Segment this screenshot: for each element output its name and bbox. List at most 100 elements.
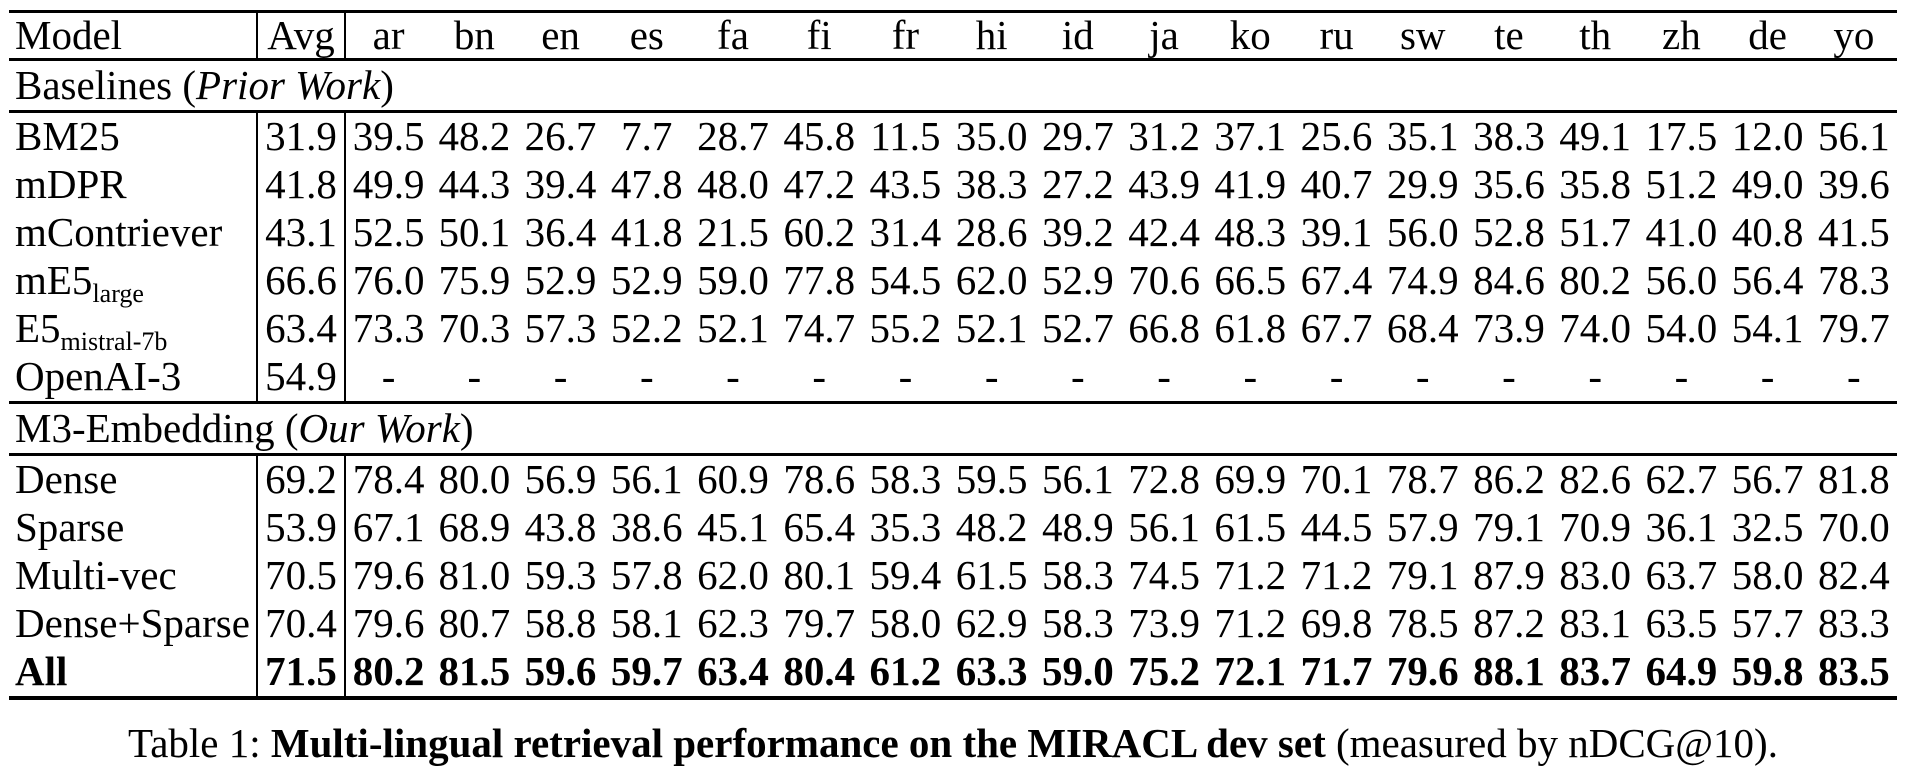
cell-avg: 70.4 [257, 600, 346, 648]
table-figure: Model Avg ar bn en es fa fi fr hi id ja ko ru sw te th zh… [9, 10, 1897, 700]
cell-value-fr: 59.4 [869, 552, 942, 599]
cell-value-de: 59.8 [1731, 648, 1804, 695]
cell-value-sw: 78.7 [1386, 456, 1459, 503]
column-header-model: Model [9, 11, 258, 61]
model-name: BM25 [15, 113, 120, 160]
cell-value-en: 57.3 [524, 305, 597, 352]
cell-value-es: 38.6 [610, 504, 683, 551]
cell-value-sw: 57.9 [1386, 504, 1459, 551]
column-header-lang-hi: hi [948, 11, 1035, 61]
cell-value-ru: 69.8 [1300, 600, 1373, 647]
cell-value-de: 40.8 [1731, 209, 1804, 256]
cell-value-th: - [1588, 353, 1602, 400]
column-header-avg: Avg [257, 11, 346, 61]
cell-value-ja: 56.1 [1128, 504, 1200, 551]
cell-value-hi: 62.0 [955, 257, 1028, 304]
column-header-lang-id: id [1034, 11, 1121, 61]
cell-value-bn: 68.9 [438, 504, 511, 551]
cell-value-bn: 48.2 [438, 113, 511, 160]
cell-value-ko: 41.9 [1214, 161, 1287, 208]
cell-value-fr: - [898, 353, 913, 400]
cell-value-zh: 54.0 [1645, 305, 1718, 352]
cell-value-hi: 48.2 [955, 504, 1028, 551]
cell-value-en: 36.4 [524, 209, 597, 256]
model-name: Sparse [15, 504, 125, 551]
cell-value-ar: 39.5 [352, 113, 425, 160]
cell-value-fa: 28.7 [697, 113, 769, 160]
cell-value-es: 59.7 [610, 648, 683, 695]
table-row: mDPR 41.8 49.9 44.3 39.4 47.8 48.0 47.2 43.5 38.3… [9, 161, 1897, 209]
cell-value-de: - [1760, 353, 1775, 400]
table-row: BM25 31.9 39.5 48.2 26.7 7.7 28.7 45.8 11.5 35.0 2… [9, 111, 1897, 161]
cell-value-hi: 61.5 [955, 552, 1028, 599]
cell-value-de: 58.0 [1731, 552, 1804, 599]
results-table-head: Model Avg ar bn en es fa fi fr hi id ja ko ru sw te th zh… [9, 11, 1897, 61]
cell-value-fa: 62.3 [697, 600, 769, 647]
cell-value-fi: - [812, 353, 827, 400]
table-caption: Table 1: Multi-lingual retrieval perform… [0, 719, 1906, 767]
cell-value-th: 83.1 [1559, 600, 1632, 647]
model-name: Multi-vec [15, 552, 177, 599]
cell-value-hi: 52.1 [955, 305, 1028, 352]
section-suffix: ) [459, 404, 474, 451]
section-prefix: Baselines ( [15, 61, 197, 108]
cell-value-es: 58.1 [610, 600, 683, 647]
cell-value-ja: 31.2 [1128, 113, 1200, 160]
section-italic: Prior Work [196, 61, 381, 108]
cell-value-ko: 66.5 [1214, 257, 1287, 304]
cell-value-yo: - [1847, 353, 1861, 400]
cell-value-te: 79.1 [1473, 504, 1545, 551]
cell-value-ko: 69.9 [1214, 456, 1287, 503]
cell-value-ko: 37.1 [1214, 113, 1287, 160]
cell-value-ko: 71.2 [1214, 552, 1287, 599]
cell-value-fr: 31.4 [869, 209, 942, 256]
cell-value-zh: 36.1 [1645, 504, 1718, 551]
column-header-lang-fr: fr [862, 11, 949, 61]
cell-value-ja: 73.9 [1128, 600, 1200, 647]
cell-value-fa: 59.0 [697, 257, 769, 304]
cell-value-ja: 74.5 [1128, 552, 1200, 599]
cell-value-fa: 52.1 [697, 305, 769, 352]
cell-value-fi: 80.4 [783, 648, 856, 695]
cell-value-fr: 55.2 [869, 305, 942, 352]
model-name: mContriever [15, 209, 223, 256]
cell-value-fi: 47.2 [783, 161, 856, 208]
table-row: mContriever 43.1 52.5 50.1 36.4 41.8 21.5 60.2 3… [9, 209, 1897, 257]
cell-avg: 53.9 [257, 504, 346, 552]
cell-value-ru: 71.7 [1300, 648, 1373, 695]
table-row: Multi-vec 70.5 79.6 81.0 59.3 57.8 62.0 80.1 59.… [9, 552, 1897, 600]
column-header-lang-ru: ru [1293, 11, 1380, 61]
cell-value-sw: 56.0 [1386, 209, 1459, 256]
cell-value-fa: 48.0 [697, 161, 769, 208]
column-header-lang-bn: bn [431, 11, 518, 61]
cell-value-id: 27.2 [1041, 161, 1114, 208]
cell-value-yo: 56.1 [1817, 113, 1890, 160]
cell-model-name: Dense [9, 454, 258, 504]
table-row: Dense 69.2 78.4 80.0 56.9 56.1 60.9 78.6 58.3 59.… [9, 454, 1897, 504]
header-row: Model Avg ar bn en es fa fi fr hi id ja ko ru sw te th zh… [9, 11, 1897, 61]
cell-value-en: 43.8 [524, 504, 597, 551]
cell-value-zh: 64.9 [1645, 648, 1718, 695]
cell-value-ar: 76.0 [352, 257, 425, 304]
section-header-label: Baselines (Prior Work) [9, 58, 1897, 113]
cell-value-ja: 72.8 [1128, 456, 1200, 503]
cell-value-zh: 41.0 [1645, 209, 1718, 256]
cell-value-es: 56.1 [610, 456, 683, 503]
cell-value-yo: 78.3 [1817, 257, 1890, 304]
cell-value-ar: 52.5 [352, 209, 425, 256]
cell-value-bn: 70.3 [438, 305, 511, 352]
cell-value-bn: 75.9 [438, 257, 511, 304]
cell-avg: 43.1 [257, 209, 346, 257]
cell-avg: 66.6 [257, 257, 346, 305]
cell-value-yo: 81.8 [1817, 456, 1890, 503]
cell-model-name: Dense+Sparse [9, 600, 258, 648]
cell-value-hi: 35.0 [955, 113, 1028, 160]
cell-value-fi: 65.4 [783, 504, 856, 551]
cell-value-zh: 63.7 [1645, 552, 1718, 599]
cell-value-ru: 39.1 [1300, 209, 1373, 256]
section-header-row: Baselines (Prior Work) [9, 58, 1897, 113]
cell-value-en: 39.4 [524, 161, 597, 208]
model-name: Dense+Sparse [15, 600, 250, 647]
cell-value-sw: 78.5 [1386, 600, 1459, 647]
cell-value-zh: 51.2 [1645, 161, 1718, 208]
